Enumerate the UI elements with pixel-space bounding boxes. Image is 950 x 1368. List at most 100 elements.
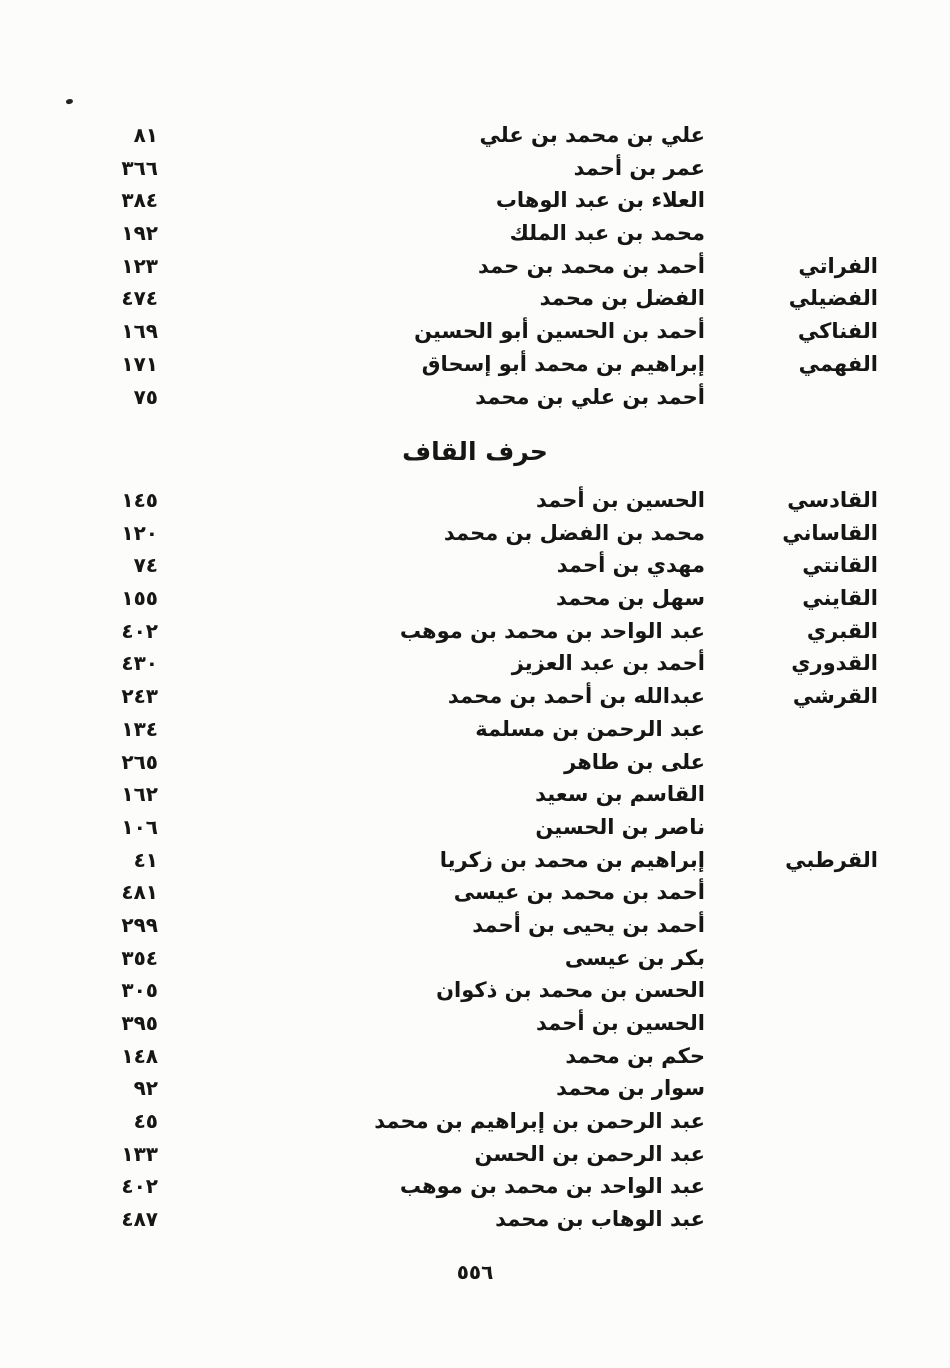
person-name: أحمد بن علي بن محمد [475,384,705,409]
page-number-arabic: ٩٢ [133,1076,158,1101]
nisba-label: الفناكي [797,319,878,344]
page-number-arabic: ١٤٨ [121,1043,158,1068]
person-name: محمد بن الفضل بن محمد [443,520,705,545]
index-row: ٤٠٢ عبد الواحد بن محمد بن موهب القبري [0,615,950,648]
person-name: عبد الرحمن بن مسلمة [475,716,705,741]
nisba-label: القادسي [787,488,878,512]
person-name: إبراهيم بن محمد أبو إسحاق [421,351,705,376]
nisba-label: القرطبي [785,847,878,872]
nisba-label: القرشي [792,684,878,709]
person-name: أحمد بن محمد بن عيسى [453,880,705,905]
page-number-arabic: ٤٠٢ [121,618,158,643]
nisba-label: القدوري [791,651,878,676]
person-name: الحسن بن محمد بن ذكوان [436,978,705,1003]
index-row: ٣٩٥ الحسين بن أحمد [0,1007,950,1040]
page-number-arabic: ٣٠٥ [121,978,158,1003]
page-number-arabic: ١٩٢ [121,221,158,246]
person-name: أحمد بن محمد بن حمد [477,253,705,278]
index-row: ٢٦٥ على بن طاهر [0,746,950,779]
page-number-arabic: ١٥٥ [121,586,158,611]
index-row: ٤٥ عبد الرحمن بن إبراهيم بن محمد [0,1105,950,1138]
person-name: حكم بن محمد [565,1043,705,1068]
index-row: ١٣٣ عبد الرحمن بن الحسن [0,1138,950,1171]
person-name: محمد بن عبد الملك [509,221,705,246]
index-row: ١٤٥ الحسين بن أحمد القادسي [0,484,950,517]
person-name: عبد الرحمن بن إبراهيم بن محمد [374,1109,705,1134]
page-number-arabic: ٤٣٠ [121,651,158,676]
person-name: الحسين بن أحمد [535,1011,705,1035]
person-name: عبدالله بن أحمد بن محمد [447,684,705,709]
page-number-arabic: ١٣٤ [121,716,158,741]
page-number-arabic: ٣٥٤ [121,945,158,970]
nisba-label: القاساني [782,520,878,545]
page-number-arabic: ٢٦٥ [121,749,158,774]
ink-speck-icon [65,98,74,105]
person-name: أحمد بن يحيى بن أحمد [472,912,705,937]
person-name: الحسين بن أحمد [535,488,705,512]
index-row: ٣٥٤ بكر بن عيسى [0,942,950,975]
index-row: ٢٩٩ أحمد بن يحيى بن أحمد [0,909,950,942]
page-number-arabic: ١٢٠ [121,520,158,545]
person-name: عبد الرحمن بن الحسن [474,1141,705,1166]
index-row: ١٤٨ حكم بن محمد [0,1040,950,1073]
person-name: علي بن محمد بن علي [479,123,705,147]
nisba-label: القانتي [802,553,878,578]
index-row: ٤٠٢ عبد الواحد بن محمد بن موهب [0,1170,950,1203]
index-row: ٧٤ مهدي بن أحمد القانتي [0,549,950,582]
index-row: ١٢٣ أحمد بن محمد بن حمد الفراتي [0,250,950,283]
person-name: سوار بن محمد [556,1076,705,1101]
index-row: ٨١ علي بن محمد بن علي [0,119,950,152]
person-name: عمر بن أحمد [573,155,705,180]
page-number-arabic: ٨١ [133,123,158,147]
index-row: ١٣٤ عبد الرحمن بن مسلمة [0,713,950,746]
page-number-arabic: ١٤٥ [121,488,158,512]
page-number-arabic: ٤٧٤ [121,286,158,311]
page-number-arabic: ١٧١ [121,351,158,376]
index-row: ١٢٠ محمد بن الفضل بن محمد القاساني [0,517,950,550]
page-number-arabic: ٤٨١ [121,880,158,905]
page-number-arabic: ١٣٣ [121,1141,158,1166]
page-number-arabic: ١٠٦ [121,814,158,839]
person-name: على بن طاهر [564,749,705,774]
index-row: ٣٦٦ عمر بن أحمد [0,152,950,185]
person-name: ناصر بن الحسين [535,814,705,839]
section-heading-qaf: حرف القاف [402,437,548,466]
page-number-footer: ٥٥٦ [456,1260,494,1284]
nisba-label: الفراتي [798,253,878,278]
person-name: أحمد بن الحسين أبو الحسين [414,319,705,344]
person-name: عبد الواحد بن محمد بن موهب [399,1174,705,1199]
person-name: الفضل بن محمد [539,286,705,311]
index-row: ٤١ إبراهيم بن محمد بن زكريا القرطبي [0,844,950,877]
person-name: عبد الوهاب بن محمد [495,1207,705,1232]
page-number-arabic: ٧٥ [133,384,158,409]
page-number-arabic: ٢٩٩ [121,912,158,937]
index-row: ٧٥ أحمد بن علي بن محمد [0,381,950,414]
person-name: إبراهيم بن محمد بن زكريا [439,847,705,872]
index-row: ١٦٩ أحمد بن الحسين أبو الحسين الفناكي [0,315,950,348]
index-row: ٤٨١ أحمد بن محمد بن عيسى [0,876,950,909]
page-number-arabic: ٤٥ [133,1109,158,1134]
nisba-label: الفضيلي [788,286,878,311]
page-number-arabic: ٤٠٢ [121,1174,158,1199]
person-name: أحمد بن عبد العزيز [511,651,705,676]
index-row: ٤٣٠ أحمد بن عبد العزيز القدوري [0,647,950,680]
page-number-arabic: ١٦٩ [121,319,158,344]
section-qaf-rows: ١٤٥ الحسين بن أحمد القادسي ١٢٠ محمد بن ا… [0,484,950,1236]
page-number-arabic: ٧٤ [133,553,158,578]
index-row: ٣٠٥ الحسن بن محمد بن ذكوان [0,974,950,1007]
person-name: القاسم بن سعيد [535,782,705,807]
person-name: سهل بن محمد [555,586,705,611]
page-number-arabic: ٣٩٥ [121,1011,158,1035]
nisba-label: القايني [802,586,878,611]
index-row: ١٧١ إبراهيم بن محمد أبو إسحاق الفهمي [0,348,950,381]
person-name: العلاء بن عبد الوهاب [495,188,705,213]
page-number-arabic: ٤٨٧ [121,1207,158,1232]
page-number-arabic: ٢٤٣ [121,684,158,709]
nisba-label: الفهمي [798,351,878,376]
index-row: ١٩٢ محمد بن عبد الملك [0,217,950,250]
index-row: ٤٧٤ الفضل بن محمد الفضيلي [0,282,950,315]
page-number-arabic: ٤١ [133,847,158,872]
index-row: ٣٨٤ العلاء بن عبد الوهاب [0,184,950,217]
person-name: بكر بن عيسى [564,945,705,970]
